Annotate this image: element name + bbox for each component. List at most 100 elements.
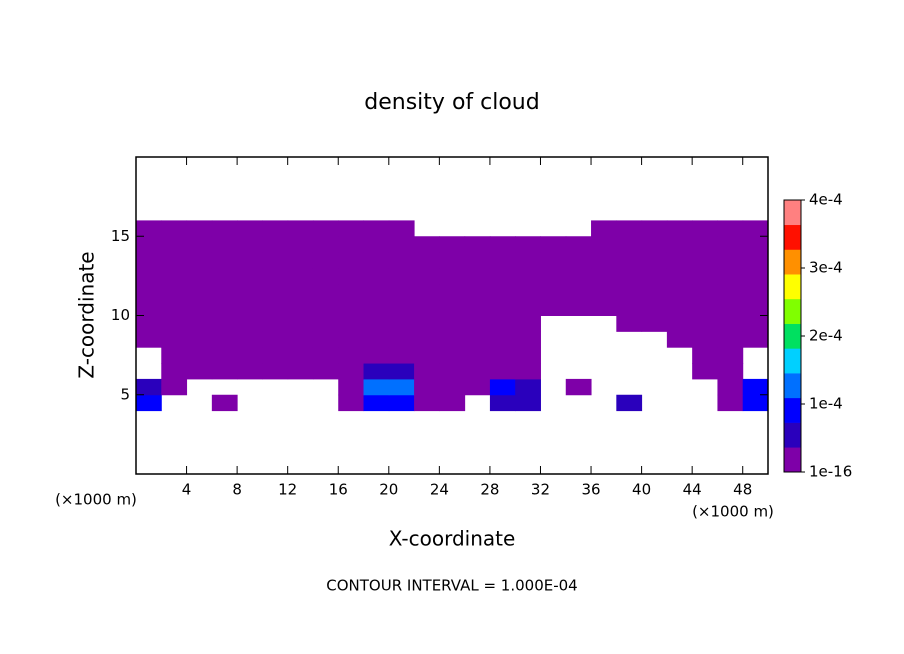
contour-cell — [692, 220, 718, 237]
y-tick-label: 10 — [111, 306, 130, 324]
contour-cell — [211, 220, 238, 237]
contour-cell — [641, 236, 668, 253]
contour-cell — [414, 331, 440, 348]
contour-cell — [363, 347, 390, 364]
contour-cell — [338, 394, 365, 412]
contour-cell — [237, 252, 263, 269]
contour-cell — [439, 363, 466, 380]
contour-cell — [363, 378, 390, 396]
y-tick-label: 15 — [111, 227, 130, 245]
colorbar-swatch — [784, 249, 801, 275]
contour-cell — [414, 315, 440, 332]
contour-cell — [591, 283, 617, 301]
contour-cell — [161, 252, 188, 269]
colorbar-swatch — [784, 323, 801, 349]
contour-cell — [540, 267, 567, 285]
contour-cell — [515, 347, 541, 364]
contour-cell — [388, 220, 415, 237]
contour-cell — [742, 283, 769, 301]
x-unit-label: (×1000 m) — [692, 503, 774, 521]
contour-cell — [287, 220, 314, 237]
contour-cell — [717, 331, 744, 348]
contour-cell — [136, 378, 162, 396]
contour-cell — [591, 252, 617, 269]
contour-cell — [515, 236, 541, 253]
contour-cell — [388, 267, 415, 285]
contour-cell — [161, 315, 188, 332]
contour-cell — [287, 315, 314, 332]
contour-cell — [692, 252, 718, 269]
contour-cell — [338, 363, 365, 380]
contour-cell — [363, 267, 390, 285]
contour-cell — [439, 236, 466, 253]
contour-cell — [742, 236, 769, 253]
contour-cell — [237, 347, 263, 364]
contour-cell — [338, 299, 365, 316]
colorbar-tick-label: 1e-4 — [809, 395, 843, 413]
x-tick-label: 20 — [379, 481, 398, 499]
colorbar-swatch — [784, 298, 801, 324]
contour-cell — [312, 267, 339, 285]
contour-cell — [136, 394, 162, 412]
contour-cell — [262, 299, 289, 316]
colorbar-swatch — [784, 348, 801, 374]
contour-cell — [363, 220, 390, 237]
contour-cell — [186, 220, 213, 237]
contour-cell — [464, 378, 491, 396]
contour-cell — [388, 252, 415, 269]
x-tick-label: 8 — [232, 481, 242, 499]
contour-cell — [161, 347, 188, 364]
contour-cell — [515, 378, 541, 396]
x-tick-label: 16 — [329, 481, 348, 499]
contour-cell — [515, 283, 541, 301]
contour-cell — [211, 299, 238, 316]
contour-cell — [136, 220, 162, 237]
contour-cell — [742, 331, 769, 348]
contour-cell — [363, 363, 390, 380]
contour-cell — [464, 315, 491, 332]
contour-cell — [287, 252, 314, 269]
contour-cell — [287, 299, 314, 316]
chart-title: density of cloud — [364, 90, 539, 115]
contour-cell — [591, 299, 617, 316]
contour-cell — [312, 363, 339, 380]
colorbar-swatch — [784, 447, 801, 473]
contour-cell — [338, 315, 365, 332]
contour-cell — [464, 267, 491, 285]
contour-cell — [287, 363, 314, 380]
contour-cell — [186, 331, 213, 348]
contour-cell — [515, 267, 541, 285]
contour-cell — [388, 299, 415, 316]
contour-cell — [211, 267, 238, 285]
contour-cell — [312, 331, 339, 348]
contour-cell — [692, 267, 718, 285]
x-tick-label: 36 — [581, 481, 600, 499]
contour-cell — [338, 347, 365, 364]
contour-cell — [186, 363, 213, 380]
contour-cell — [287, 267, 314, 285]
contour-cell — [439, 267, 466, 285]
contour-cell — [717, 315, 744, 332]
contour-cell — [565, 252, 592, 269]
contour-cell — [312, 347, 339, 364]
contour-cell — [287, 236, 314, 253]
contour-cell — [489, 363, 516, 380]
contour-cell — [540, 283, 567, 301]
contour-cell — [211, 315, 238, 332]
contour-cell — [186, 236, 213, 253]
contour-cell — [616, 394, 643, 412]
contour-cell — [414, 267, 440, 285]
contour-cell — [136, 236, 162, 253]
contour-cell — [161, 331, 188, 348]
contour-cell — [262, 267, 289, 285]
contour-cell — [489, 315, 516, 332]
contour-cell — [211, 252, 238, 269]
x-tick-label: 12 — [278, 481, 297, 499]
contour-cell — [565, 299, 592, 316]
contour-cell — [388, 283, 415, 301]
contour-cell — [161, 299, 188, 316]
contour-cell — [717, 394, 744, 412]
contour-cell — [211, 331, 238, 348]
contour-cell — [388, 315, 415, 332]
